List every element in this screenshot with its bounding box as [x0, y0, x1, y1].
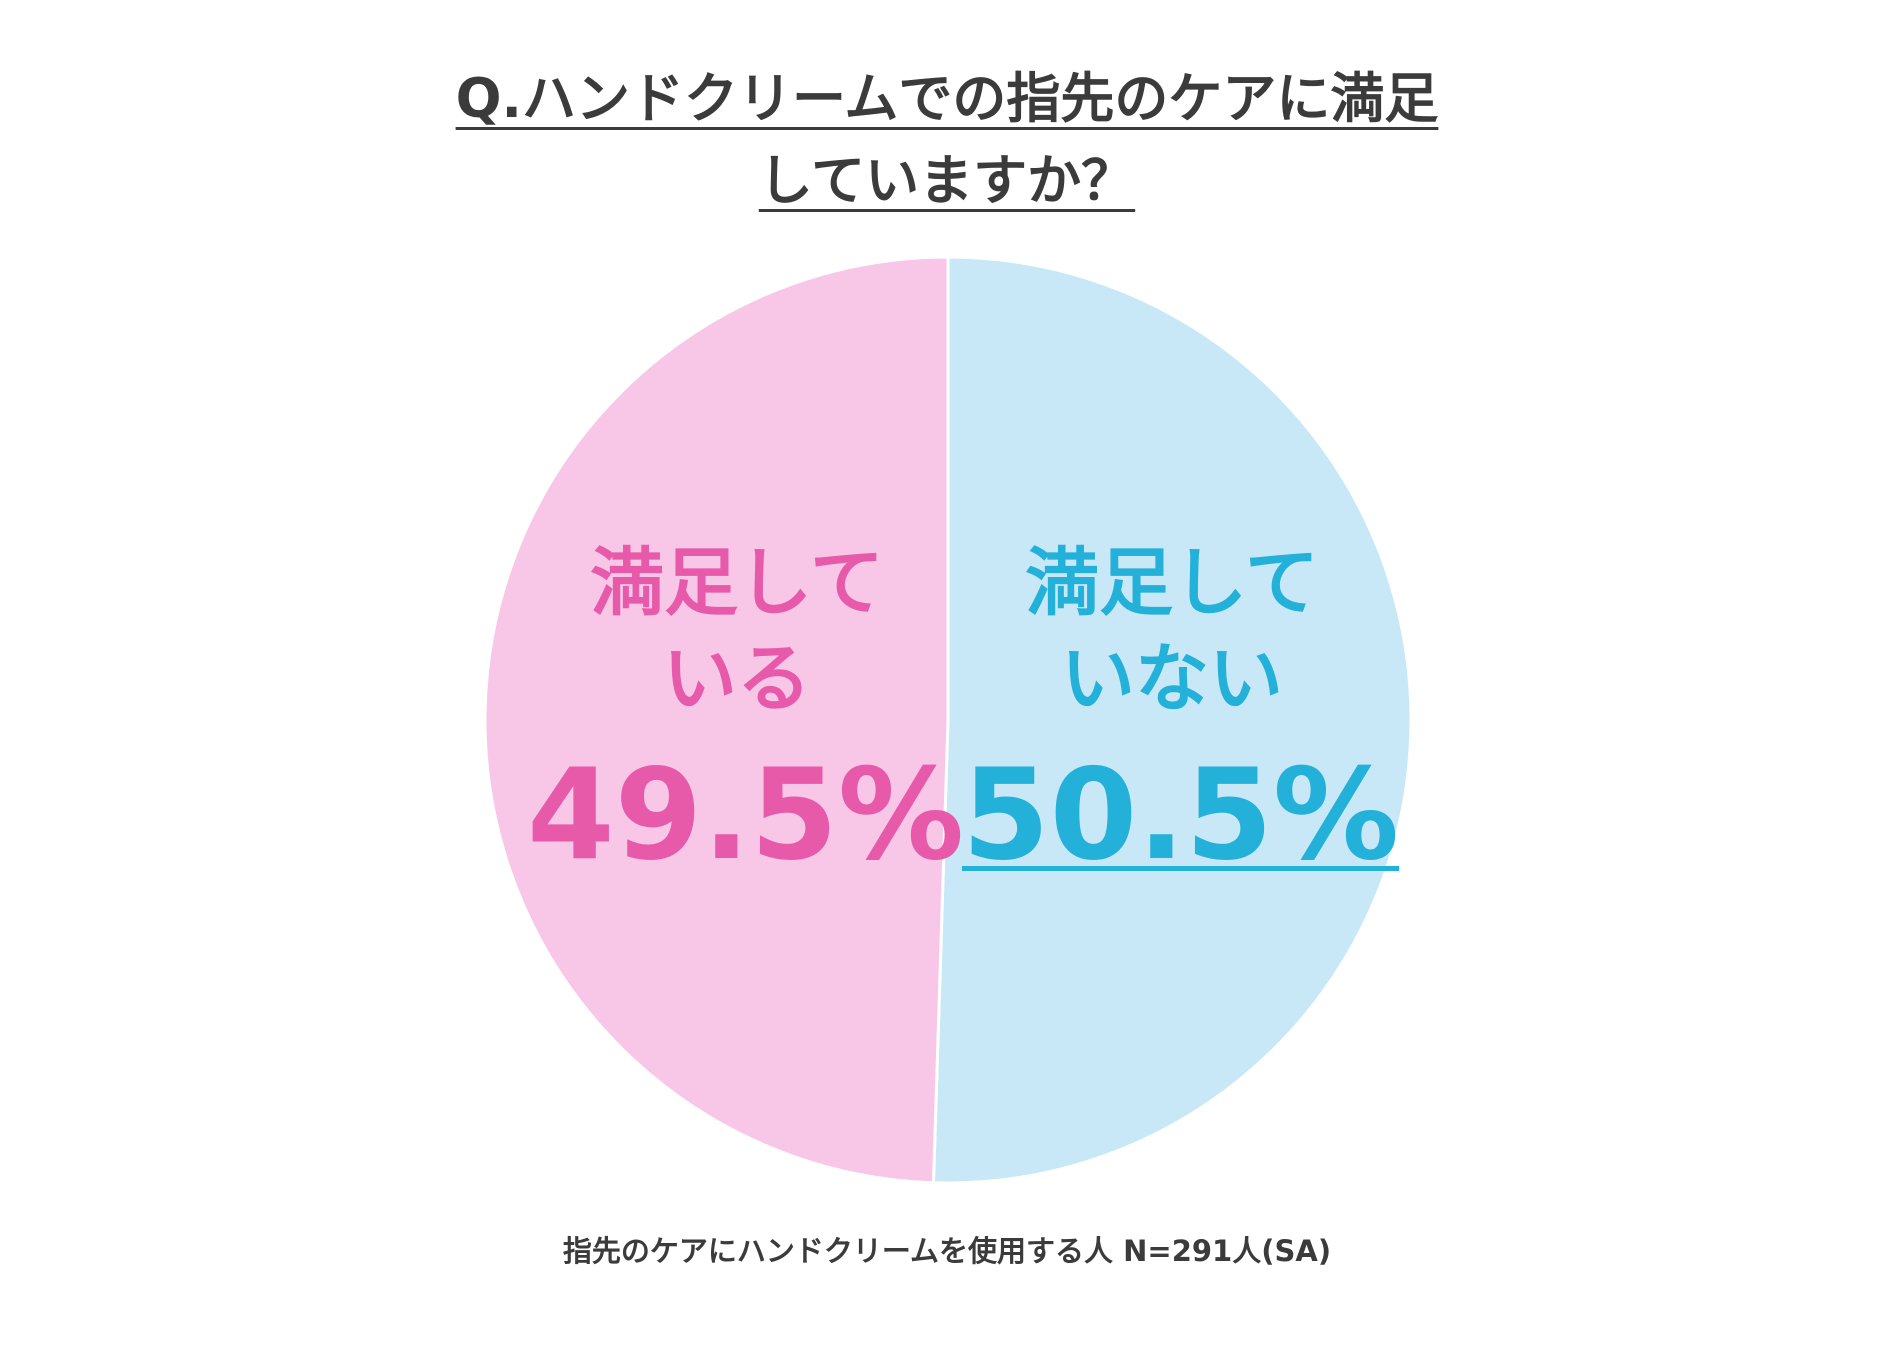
value-label: 50.5%: [962, 741, 1400, 888]
chart-title: Q.ハンドクリームでの指先のケアに満足していますか？: [455, 67, 1439, 212]
slice-label: 満足している: [590, 540, 884, 722]
pie-slice: [931, 255, 1413, 1185]
chart-note: 指先のケアにハンドクリームを使用する人 N=291人(SA): [562, 1234, 1332, 1268]
slice-label: 満足していない: [1025, 540, 1319, 722]
value-label: 49.5%: [527, 741, 965, 888]
pie-slice: [483, 255, 950, 1185]
